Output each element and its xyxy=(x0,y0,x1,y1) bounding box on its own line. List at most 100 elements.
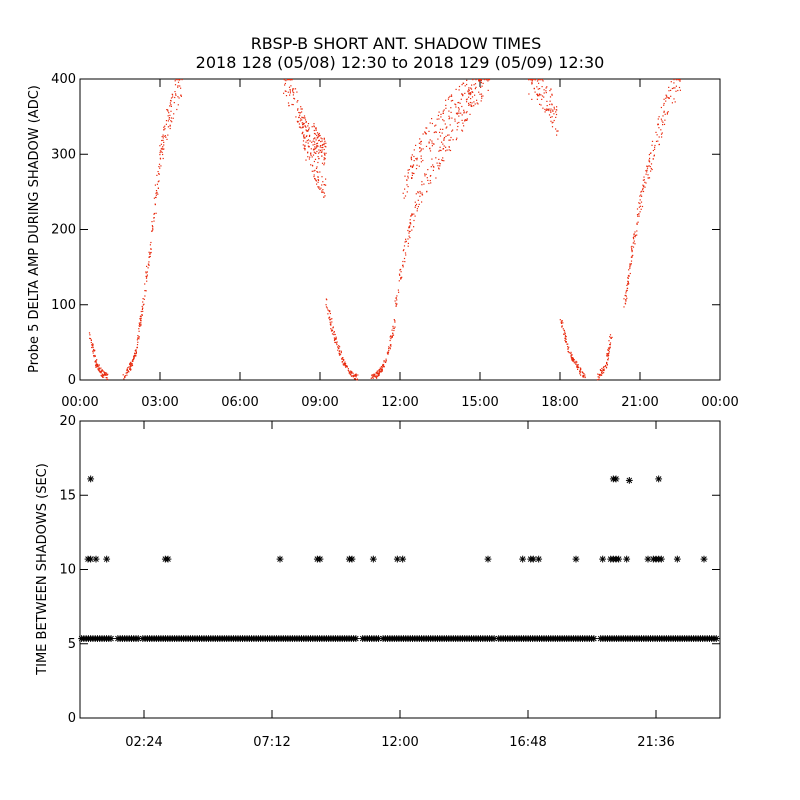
top-data-point xyxy=(660,133,663,135)
top-data-point xyxy=(376,371,378,374)
top-data-point xyxy=(321,140,323,142)
top-data-point xyxy=(163,144,165,146)
top-data-point xyxy=(382,364,384,366)
top-data-point xyxy=(480,100,482,102)
top-data-point xyxy=(564,336,566,338)
top-data-point xyxy=(331,329,334,332)
top-data-point xyxy=(168,117,170,119)
top-data-point xyxy=(450,100,452,102)
top-data-point xyxy=(404,241,406,243)
top-data-point xyxy=(537,88,539,90)
top-data-point xyxy=(673,98,675,100)
top-data-point xyxy=(480,86,482,88)
top-data-point xyxy=(323,137,325,139)
top-data-point xyxy=(439,128,442,130)
top-data-point xyxy=(642,186,645,188)
top-data-point xyxy=(431,122,433,125)
top-data-point xyxy=(146,274,148,276)
top-data-point xyxy=(324,184,326,186)
top-data-point xyxy=(528,79,530,81)
top-data-point xyxy=(480,82,482,84)
top-data-point xyxy=(148,263,150,265)
top-data-point xyxy=(144,283,146,285)
top-data-point xyxy=(167,109,169,111)
top-data-point xyxy=(529,79,531,81)
top-data-point xyxy=(387,351,389,354)
top-data-point xyxy=(436,118,438,120)
top-data-point xyxy=(133,356,135,358)
top-data-point xyxy=(545,90,547,92)
top-data-point xyxy=(631,251,633,253)
top-data-point xyxy=(545,109,547,111)
asterisk-point xyxy=(700,555,708,563)
top-data-point xyxy=(415,205,417,207)
top-data-point xyxy=(575,363,577,365)
top-data-point xyxy=(451,130,453,132)
top-data-point xyxy=(159,150,161,152)
top-data-point xyxy=(345,364,347,367)
top-data-point xyxy=(597,376,599,378)
top-data-point xyxy=(422,148,424,150)
top-data-point xyxy=(414,201,416,203)
top-data-point xyxy=(608,348,610,350)
top-data-point xyxy=(381,367,383,369)
top-data-point xyxy=(474,88,476,90)
top-data-point xyxy=(148,261,150,263)
top-data-point xyxy=(552,109,554,111)
top-data-point xyxy=(315,179,317,181)
top-data-point xyxy=(468,88,470,90)
top-data-point xyxy=(599,369,601,371)
top-data-point xyxy=(373,374,375,376)
top-data-point xyxy=(579,371,581,373)
top-data-point xyxy=(352,375,354,377)
top-data-point xyxy=(435,177,437,179)
top-data-point xyxy=(343,359,345,361)
top-data-point xyxy=(394,321,396,323)
top-data-point xyxy=(313,129,315,132)
top-data-point xyxy=(457,102,459,104)
top-data-point xyxy=(351,375,353,377)
top-data-point xyxy=(540,104,542,106)
top-data-point xyxy=(639,211,641,213)
top-data-point xyxy=(346,365,348,367)
asterisk-point xyxy=(164,555,172,563)
chart-title-line1: RBSP-B SHORT ANT. SHADOW TIMES xyxy=(251,34,542,53)
top-data-point xyxy=(547,108,549,110)
top-data-point xyxy=(376,370,378,372)
top-data-point xyxy=(389,347,391,349)
top-data-point xyxy=(91,344,93,346)
top-data-point xyxy=(127,370,129,372)
top-data-point xyxy=(551,126,554,128)
top-data-point xyxy=(606,353,608,355)
top-data-point xyxy=(316,143,318,145)
top-data-point xyxy=(538,95,540,97)
top-data-point xyxy=(290,79,292,81)
top-data-point xyxy=(389,344,391,346)
top-data-point xyxy=(445,99,447,101)
top-data-point xyxy=(106,377,108,379)
top-data-point xyxy=(450,94,453,96)
top-data-point xyxy=(548,114,551,116)
top-data-point xyxy=(455,139,457,141)
top-data-point xyxy=(609,343,611,346)
top-data-point xyxy=(536,86,538,88)
top-data-point xyxy=(561,320,563,322)
top-data-point xyxy=(99,371,101,373)
top-data-point xyxy=(662,124,664,126)
top-data-point xyxy=(448,146,450,148)
top-data-point xyxy=(163,148,165,150)
top-data-point xyxy=(653,154,655,156)
top-data-point xyxy=(411,177,413,179)
top-data-point xyxy=(634,236,636,238)
top-data-point xyxy=(317,145,319,147)
top-data-point xyxy=(551,103,553,105)
top-data-point xyxy=(565,338,567,340)
top-data-point xyxy=(169,105,171,107)
top-data-point xyxy=(321,149,323,151)
top-data-point xyxy=(144,290,146,292)
top-data-point xyxy=(327,313,329,315)
top-data-point xyxy=(429,150,432,152)
top-data-point xyxy=(564,331,566,333)
top-data-point xyxy=(435,124,437,126)
top-data-point xyxy=(609,342,612,344)
